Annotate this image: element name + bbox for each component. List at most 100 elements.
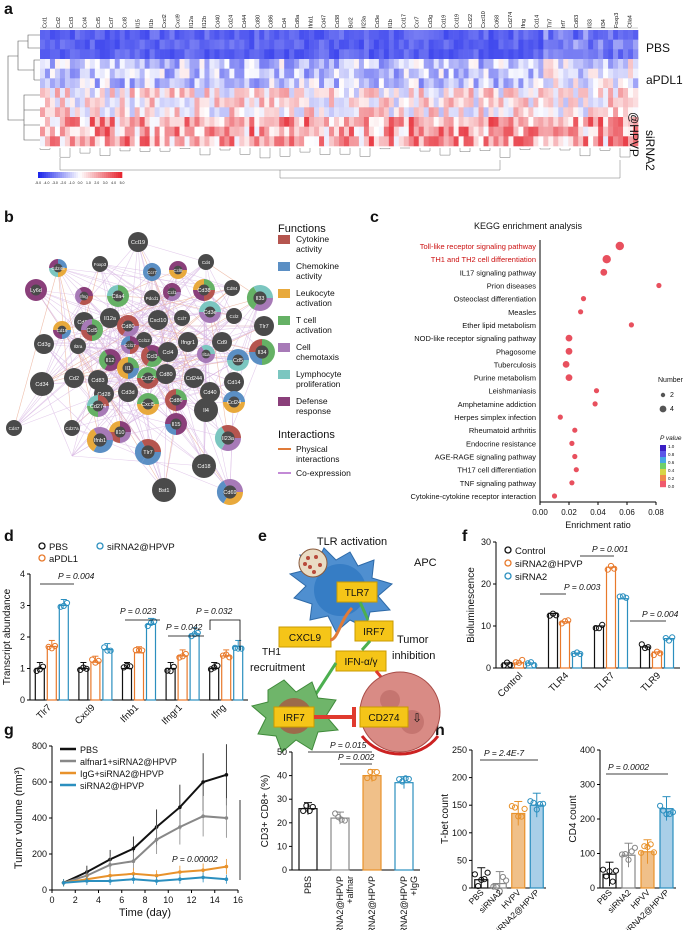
node-label: Cd3g <box>37 342 50 348</box>
p-value-annotation: P = 0.001 <box>592 544 629 554</box>
heatmap-cell <box>114 97 121 108</box>
gene-label-cd40: Cd40 <box>215 15 221 28</box>
heatmap-cell <box>249 49 255 60</box>
gene-label-il1b: Il1b <box>149 19 155 28</box>
heatmap-cell <box>633 49 639 60</box>
group-label-sirna2: siRNA2 <box>643 130 657 171</box>
panel-a-label: a <box>4 1 13 18</box>
heatmap-cell <box>234 39 240 50</box>
heatmap-cell <box>533 68 539 79</box>
data-point <box>518 813 525 820</box>
heatmap-cell <box>179 126 185 137</box>
heatmap-cell <box>264 97 270 108</box>
heatmap-cell <box>343 97 350 108</box>
heatmap-cell <box>403 78 410 89</box>
node-label: Il23a <box>222 436 235 442</box>
heatmap-cell <box>353 49 360 60</box>
heatmap-cell <box>528 126 534 137</box>
cd274-label: CD274 <box>368 713 400 724</box>
heatmap-cell <box>453 78 459 89</box>
heatmap-cell <box>388 39 395 50</box>
heatmap-cell <box>403 49 410 60</box>
heatmap-cell <box>423 39 429 50</box>
kegg-title: KEGG enrichment analysis <box>474 221 583 231</box>
y-tick-label: 0 <box>590 883 595 893</box>
heatmap-cell <box>79 88 86 98</box>
colorbar-swatch <box>52 172 55 178</box>
heatmap-cell <box>149 136 155 147</box>
heatmap-cell <box>573 78 579 89</box>
legend-label-leukocyte-activation: Leukocyte <box>296 288 335 298</box>
heatmap-cell <box>179 97 185 108</box>
heatmap-cell <box>573 97 579 108</box>
color-legend-swatch <box>660 445 666 452</box>
heatmap-cell <box>348 107 355 118</box>
node-label: Cd80 <box>121 324 134 330</box>
heatmap-cell <box>194 136 200 147</box>
heatmap-cell <box>448 39 454 50</box>
data-point <box>546 612 553 619</box>
heatmap-cell <box>339 97 345 108</box>
heatmap-cell <box>239 117 245 127</box>
heatmap-cell <box>473 49 479 60</box>
heatmap-cell <box>269 68 275 79</box>
colorbar-swatch <box>90 172 93 178</box>
heatmap-cell <box>443 49 449 60</box>
heatmap-cell <box>543 136 549 147</box>
heatmap-cell <box>613 49 619 60</box>
network-node-ccl3: Ccl3 <box>141 345 163 367</box>
data-point <box>660 807 667 814</box>
heatmap-cell <box>563 59 569 69</box>
y-tick-label: 2 <box>20 632 25 642</box>
heatmap-cell <box>239 126 245 137</box>
heatmap-cell <box>224 59 230 69</box>
heatmap-cell <box>623 78 629 89</box>
node-label: Cd4 <box>202 260 211 265</box>
heatmap-cell <box>548 107 554 118</box>
gene-label-ccl4: Ccl4 <box>83 17 89 28</box>
heatmap-cell <box>368 107 375 118</box>
legend-marker-control <box>504 546 512 554</box>
heatmap-cell <box>608 59 614 69</box>
heatmap-cell <box>294 97 300 108</box>
heatmap-cell <box>244 68 250 79</box>
heatmap-cell <box>468 136 474 147</box>
legend-marker-apdl1 <box>38 554 46 562</box>
heatmap-cell <box>353 88 360 98</box>
colorbar-swatch <box>50 172 53 178</box>
data-point <box>650 651 657 659</box>
heatmap-cell <box>264 39 270 50</box>
heatmap-cell <box>324 117 330 127</box>
x-axis-label: Enrichment ratio <box>565 520 631 530</box>
kegg-term-il17-signaling-pathway: IL17 signaling pathway <box>460 268 537 277</box>
heatmap-cell <box>309 97 315 108</box>
heatmap-cell <box>219 136 225 147</box>
heatmap-cell <box>209 59 215 69</box>
y-tick-label: 50 <box>277 747 287 757</box>
heatmap-cell <box>583 88 589 98</box>
heatmap-cell <box>403 136 410 147</box>
node-core <box>53 263 63 273</box>
heatmap-cell <box>189 107 195 118</box>
heatmap-cell <box>199 78 205 89</box>
heatmap-cell <box>284 136 290 147</box>
heatmap-cell <box>498 107 504 118</box>
heatmap-cell <box>608 107 614 118</box>
node-core <box>224 280 240 296</box>
heatmap-cell <box>179 30 185 40</box>
heatmap-cell <box>269 136 275 147</box>
heatmap-cell <box>608 30 614 40</box>
heatmap-cell <box>164 68 170 79</box>
x-tick-label: 0.06 <box>619 508 635 517</box>
heatmap-cell <box>144 49 150 60</box>
heatmap-cell <box>229 88 235 98</box>
bar-sirna2-hpvp-ifngr1 <box>189 633 200 701</box>
heatmap-cell <box>274 117 280 127</box>
y-tick-label: 800 <box>32 741 47 751</box>
y-tick-label: 20 <box>277 818 287 828</box>
heatmap-cell <box>408 49 415 60</box>
heatmap-cell <box>244 117 250 127</box>
data-point <box>533 806 540 813</box>
heatmap-cell <box>99 88 106 98</box>
heatmap-cell <box>214 136 220 147</box>
